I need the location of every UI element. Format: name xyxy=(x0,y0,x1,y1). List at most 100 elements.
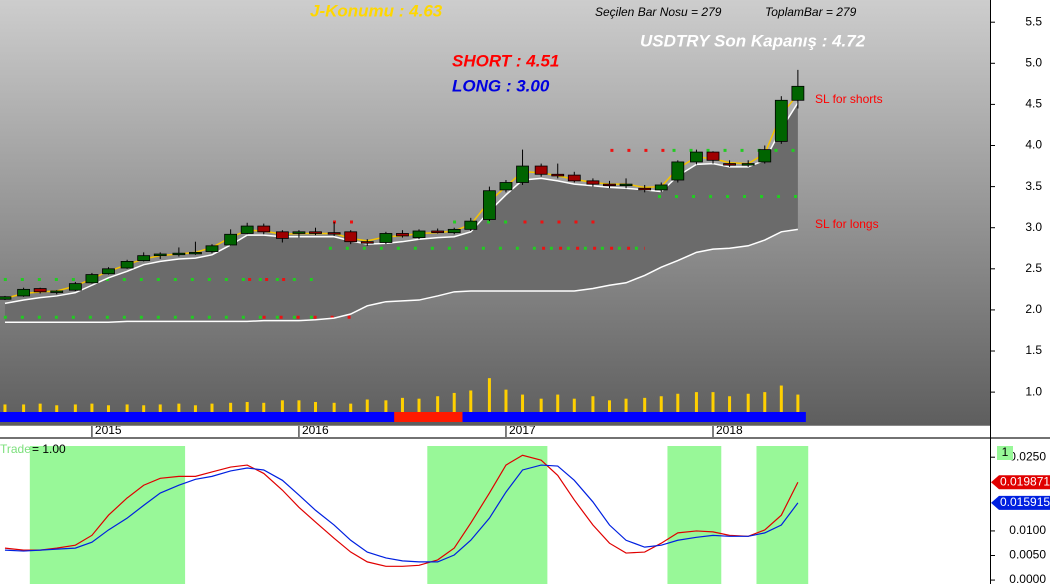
volume-bar xyxy=(262,402,266,412)
candle-body xyxy=(153,253,167,257)
candle-body xyxy=(654,184,668,191)
candle-body xyxy=(33,288,47,293)
volume-bar xyxy=(539,398,543,412)
candle-body xyxy=(379,233,393,243)
candle-body xyxy=(205,245,219,252)
y-tick-label: 3.0 xyxy=(1025,220,1042,234)
candle-body xyxy=(603,183,616,187)
y-tick-label: 5.5 xyxy=(1025,14,1042,28)
oscillator-layer: Trade = 1.00 xyxy=(0,442,809,584)
volume-bar xyxy=(728,396,732,412)
volume-bar xyxy=(763,392,767,412)
value-tag-label: 0.015915 xyxy=(1000,495,1050,509)
candle-body xyxy=(189,251,202,255)
candle-body xyxy=(774,99,788,142)
volume-bar xyxy=(90,403,94,412)
volume-bar xyxy=(365,399,369,412)
trade-zone xyxy=(667,446,722,584)
annotation: SHORT : 4.51 xyxy=(452,51,559,70)
y-tick-label: 3.5 xyxy=(1025,179,1042,193)
candle-body xyxy=(344,231,358,243)
volume-bar xyxy=(73,404,77,412)
volume-bar xyxy=(229,402,233,412)
volume-bar xyxy=(591,396,595,412)
volume-bar xyxy=(38,403,42,412)
candle-body xyxy=(50,290,64,293)
candle-body xyxy=(137,255,151,261)
y-tick-label: 4.5 xyxy=(1025,97,1042,111)
annotation: ToplamBar = 279 xyxy=(765,5,857,19)
marker-box xyxy=(997,446,1013,460)
candle-body xyxy=(447,228,461,234)
oscillator-line xyxy=(4,454,799,567)
y-tick-label: 0.0050 xyxy=(1009,548,1046,562)
volume-bar xyxy=(3,404,7,412)
marker-label: 1 xyxy=(1002,445,1009,459)
volume-bar xyxy=(659,396,663,412)
candle-body xyxy=(396,233,409,237)
candle-body xyxy=(257,225,271,233)
candle-body xyxy=(224,233,238,246)
annotation: SL for shorts xyxy=(815,92,883,106)
volume-bar xyxy=(746,393,750,412)
value-tag-label: 0.019871 xyxy=(1000,474,1050,488)
volume-bar xyxy=(436,396,440,412)
candle-body xyxy=(671,161,685,181)
volume-bar xyxy=(624,398,628,412)
candle-body xyxy=(723,163,736,166)
volume-bar xyxy=(796,394,800,412)
candle-body xyxy=(551,173,565,177)
candle-body xyxy=(240,225,254,234)
candle-body xyxy=(690,151,703,163)
volume-bar xyxy=(556,394,560,412)
y-tick-label: 0.0250 xyxy=(1009,449,1046,463)
value-tag xyxy=(991,475,1050,490)
volume-bar xyxy=(711,392,715,412)
volume-bar xyxy=(572,398,576,412)
y-tick-label: 0.0000 xyxy=(1009,572,1046,584)
candle-body xyxy=(431,230,445,234)
trade-zone xyxy=(29,446,186,584)
candle-body xyxy=(85,274,99,284)
legend-label: Trade xyxy=(0,442,31,456)
candle-body xyxy=(102,268,115,275)
volume-bar xyxy=(417,398,421,412)
candle-body xyxy=(499,182,513,191)
legend-value: = 1.00 xyxy=(32,442,66,456)
candle-body xyxy=(516,165,529,183)
candle-body xyxy=(534,165,548,175)
candle-body xyxy=(360,241,374,244)
volume-bar xyxy=(452,392,456,412)
annotation: SL for longs xyxy=(815,217,879,231)
volume-bar xyxy=(22,404,26,412)
volume-bar xyxy=(607,400,611,412)
y-tick-label: 0.0100 xyxy=(1009,523,1046,537)
candle-body xyxy=(741,163,755,166)
y-tick-label: 2.0 xyxy=(1025,302,1042,316)
candle-body xyxy=(706,151,720,161)
volume-bar xyxy=(676,393,680,412)
volume-bar xyxy=(142,405,146,412)
volume-bar xyxy=(332,402,336,412)
y-tick-label: 1.0 xyxy=(1025,384,1042,398)
volume-bar xyxy=(177,403,181,412)
candle-body xyxy=(68,283,82,291)
volume-bar xyxy=(504,389,508,412)
volume-bar xyxy=(314,401,318,412)
volume-bar xyxy=(245,401,249,412)
volume-bar xyxy=(469,390,473,412)
volume-bar xyxy=(384,400,388,412)
candle-body xyxy=(483,190,496,220)
main-layer: 2015 2016 2017 2018 J-Konumu : 4.63 Seçilen B… xyxy=(0,1,883,437)
candle-body xyxy=(791,85,805,101)
y-tick-label: 1.5 xyxy=(1025,343,1042,357)
candle-body xyxy=(292,231,306,234)
value-tag xyxy=(991,495,1050,510)
annotation: LONG : 3.00 xyxy=(452,76,550,95)
candle-body xyxy=(638,187,652,191)
y-tick-label: 5.0 xyxy=(1025,55,1042,69)
band-line xyxy=(4,228,798,323)
band-fill xyxy=(4,102,798,323)
candle-body xyxy=(120,261,134,269)
candle-body xyxy=(172,252,186,256)
